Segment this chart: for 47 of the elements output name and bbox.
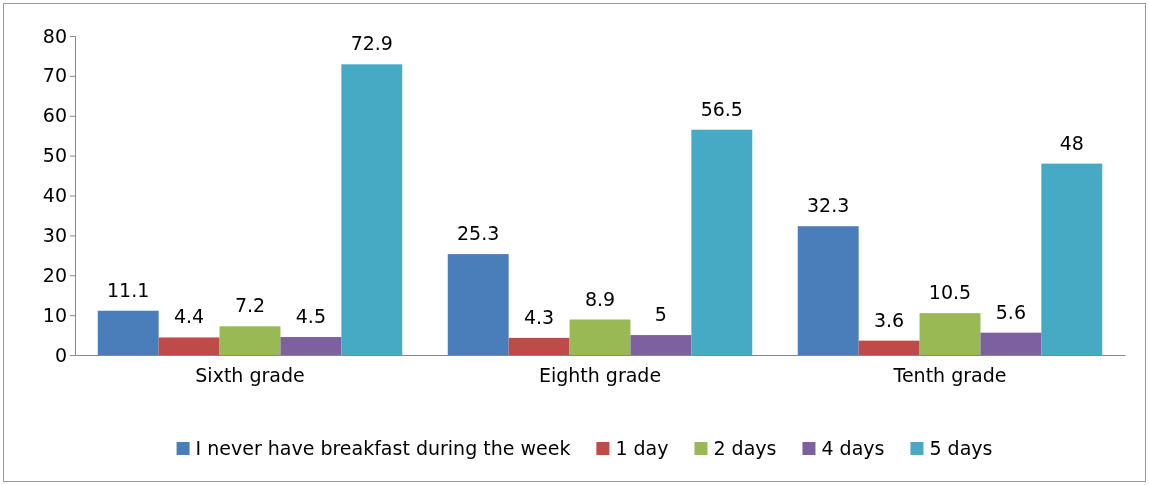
bar xyxy=(280,337,342,355)
bar xyxy=(341,64,403,355)
x-tick-label: Tenth grade xyxy=(892,364,1007,387)
y-tick-label: 50 xyxy=(42,144,67,167)
bar xyxy=(858,340,920,355)
y-tick-label: 40 xyxy=(42,184,67,207)
bar xyxy=(691,129,753,355)
data-label: 25.3 xyxy=(457,222,500,245)
data-label: 4.4 xyxy=(173,305,205,328)
x-tick-label: Eighth grade xyxy=(538,364,662,387)
data-label: 32.3 xyxy=(807,194,850,217)
bar xyxy=(797,226,859,355)
data-label: 4.5 xyxy=(295,305,327,328)
y-tick-label: 80 xyxy=(42,24,67,47)
bar xyxy=(508,337,570,355)
data-label: 48 xyxy=(1059,131,1084,154)
bar xyxy=(219,326,281,355)
bar xyxy=(97,310,159,355)
legend-label: 5 days xyxy=(929,437,993,459)
data-label: 5.6 xyxy=(995,300,1027,323)
data-label: 3.6 xyxy=(873,308,905,331)
y-tick-label: 30 xyxy=(42,223,67,246)
y-tick-label: 70 xyxy=(42,64,67,87)
legend-label: 2 days xyxy=(713,437,777,459)
bar xyxy=(980,332,1042,355)
data-label: 11.1 xyxy=(107,278,150,301)
bar xyxy=(1041,163,1103,355)
data-label: 56.5 xyxy=(700,97,743,120)
legend-label: I never have breakfast during the week xyxy=(195,437,571,459)
bar xyxy=(630,335,692,355)
bar xyxy=(569,319,631,355)
data-label: 4.3 xyxy=(523,305,555,328)
y-tick-label: 0 xyxy=(54,343,67,366)
y-tick-label: 20 xyxy=(42,263,67,286)
data-label: 5 xyxy=(654,303,667,326)
data-label: 7.2 xyxy=(234,294,266,317)
bar xyxy=(447,254,509,355)
bar xyxy=(158,337,220,355)
x-tick-label: Sixth grade xyxy=(195,364,305,387)
y-tick-label: 10 xyxy=(42,303,67,326)
data-label: 8.9 xyxy=(584,287,616,310)
data-label: 72.9 xyxy=(350,32,393,55)
y-tick-label: 60 xyxy=(42,104,67,127)
data-label: 10.5 xyxy=(928,281,972,304)
legend-label: 4 days xyxy=(821,437,885,459)
bar xyxy=(919,313,981,355)
legend-label: 1 day xyxy=(615,437,669,459)
